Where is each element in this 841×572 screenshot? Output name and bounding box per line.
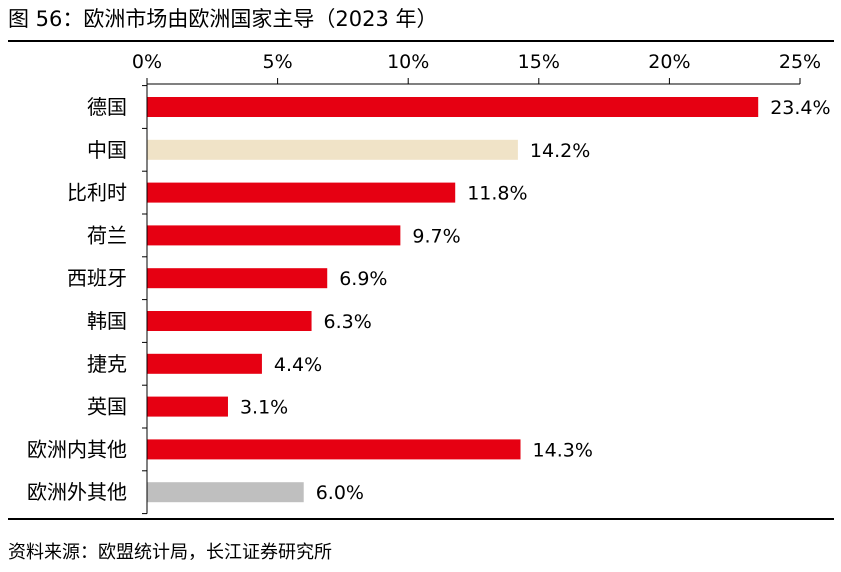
value-label: 11.8% [467,183,527,205]
category-label: 欧洲内其他 [27,437,127,461]
category-label: 中国 [87,138,127,162]
value-label: 3.1% [240,397,288,419]
bar [147,97,759,117]
value-label: 23.4% [770,97,830,119]
value-label: 6.0% [316,482,364,504]
bar [147,396,228,417]
y-axis [142,84,148,515]
bottom-rule [8,518,834,520]
x-tick-label: 10% [387,51,429,73]
bars [147,97,759,503]
value-label: 4.4% [274,354,322,376]
x-tick-label: 15% [518,51,560,73]
source-note: 资料来源：欧盟统计局，长江证券研究所 [8,542,332,563]
bar [147,311,312,331]
bar [147,439,521,460]
bar [147,482,304,503]
x-axis: 0% 5% 10% 15% 20% 25% [132,51,821,85]
category-label: 比利时 [67,181,127,205]
x-tick-label: 0% [132,51,162,73]
bar [147,139,518,160]
category-label: 韩国 [87,309,127,333]
bar [147,268,328,289]
x-tick-label: 25% [779,51,821,73]
category-label: 英国 [87,395,127,419]
top-rule [8,40,834,42]
x-tick-label: 20% [648,51,690,73]
category-label: 捷克 [87,352,127,376]
value-labels: 23.4% 14.2%11.8% 9.7% 6.9% 6.3%4.4% 3.1% 14.3%… [240,97,831,504]
category-label: 西班牙 [67,266,127,290]
category-label: 德国 [87,95,127,119]
bar [147,182,456,203]
value-label: 6.3% [324,311,372,333]
value-label: 9.7% [412,225,460,247]
value-label: 14.3% [533,439,593,461]
value-label: 14.2% [530,140,590,162]
category-label: 荷兰 [87,223,127,247]
bar [147,353,262,374]
value-label: 6.9% [339,268,387,290]
category-label: 欧洲外其他 [27,480,127,504]
bar [147,225,401,246]
x-tick-label: 5% [263,51,293,73]
chart-title: 图 56：欧洲市场由欧洲国家主导（2023 年） [8,7,438,31]
